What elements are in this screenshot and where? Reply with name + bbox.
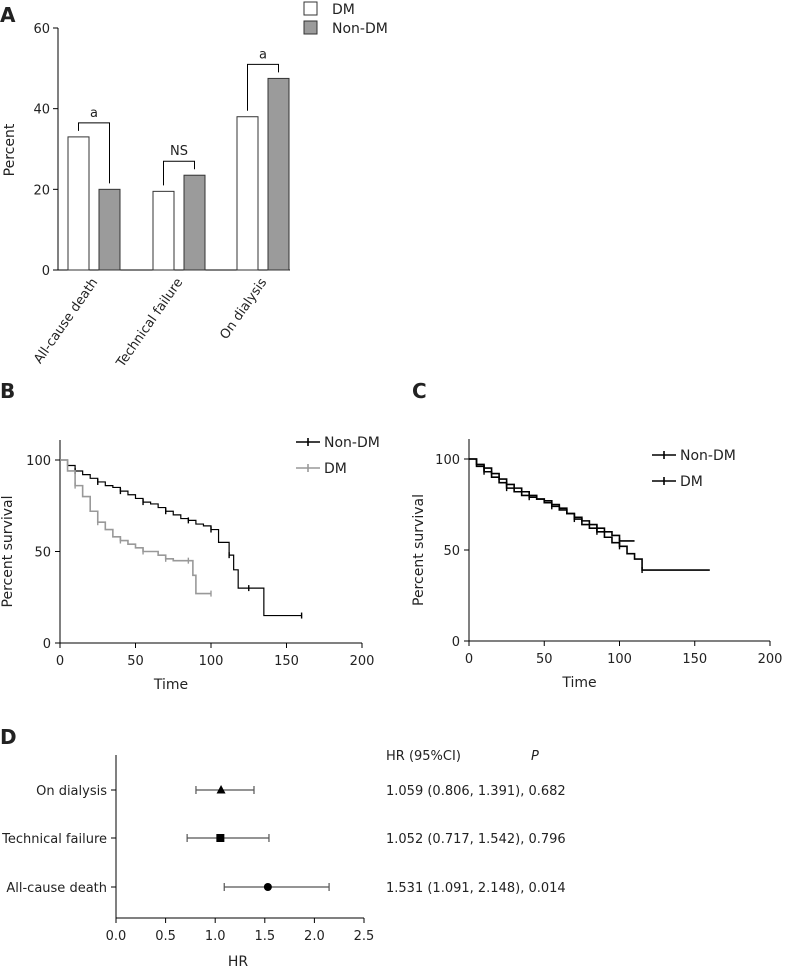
x-tick-label: 1.5 [254, 929, 275, 944]
legend-label-dm: DM [324, 461, 347, 477]
x-tick-label: 0 [465, 652, 473, 667]
significance-label: a [90, 106, 98, 121]
x-tick-label: 0.0 [106, 929, 127, 944]
p-column-header: P [531, 749, 539, 764]
survival-curve-non-dm [469, 458, 635, 542]
x-tick-label: 150 [274, 654, 299, 669]
bar-non-dm [267, 77, 290, 271]
y-tick-label: 0 [43, 637, 51, 652]
y-tick-label: 40 [33, 103, 50, 118]
panel-letter-b: B [0, 379, 15, 403]
panel-letter-c: C [412, 379, 427, 403]
legend-label-non-dm: Non-DM [332, 21, 388, 37]
x-tick-label: 100 [199, 654, 224, 669]
x-tick-label: 1.0 [205, 929, 226, 944]
y-axis-label: Percent survival [0, 496, 16, 608]
significance-label: a [259, 47, 267, 62]
significance-bracket [163, 160, 195, 186]
significance-bracket [247, 63, 279, 111]
category-label: All-cause death [31, 276, 101, 367]
x-tick-label: 0.5 [155, 929, 176, 944]
x-tick-label: 2.5 [354, 929, 375, 944]
row-label: Technical failure [1, 832, 107, 847]
hr-value-text: 1.531 (1.091, 2.148), 0.014 [386, 881, 566, 896]
survival-chart-panel-b: 0 50 100 150 200 0 50 100 Time Percent survival No… [0, 435, 380, 693]
hr-column-header: HR (95%CI) [386, 749, 461, 764]
x-tick-label: 50 [536, 652, 553, 667]
y-axis-label: Percent survival [411, 494, 427, 606]
legend-swatch-non-dm [303, 20, 318, 35]
legend-label-dm: DM [680, 474, 703, 490]
category-label: Technical failure [113, 276, 186, 371]
x-axis-label: Time [561, 675, 596, 691]
legend-label-dm: DM [332, 2, 355, 18]
row-label: All-cause death [6, 881, 107, 896]
bar-chart-panel-a: 0 20 40 60 Percent a All-cause death NS Technica… [2, 1, 388, 371]
bar-non-dm [98, 188, 121, 271]
bar-dm [236, 116, 259, 271]
x-tick-label: 200 [350, 654, 375, 669]
survival-curve-non-dm [60, 459, 302, 617]
y-tick-label: 0 [42, 264, 50, 279]
y-tick-label: 20 [33, 183, 50, 198]
hr-value-text: 1.052 (0.717, 1.542), 0.796 [386, 832, 566, 847]
significance-label: NS [170, 144, 188, 159]
survival-curve-dm [469, 458, 710, 571]
panel-letter-a: A [0, 3, 16, 27]
row-label: On dialysis [36, 784, 107, 799]
y-tick-label: 60 [33, 22, 50, 37]
hr-marker-square [216, 834, 225, 842]
legend-label-non-dm: Non-DM [324, 435, 380, 451]
x-tick-label: 150 [682, 652, 707, 667]
x-axis-label: HR [228, 954, 249, 970]
y-tick-label: 50 [34, 546, 51, 561]
y-tick-label: 100 [26, 454, 51, 469]
y-tick-label: 50 [443, 544, 460, 559]
x-tick-label: 100 [607, 652, 632, 667]
legend-swatch-dm [303, 1, 318, 16]
y-axis-label: Percent [2, 123, 18, 176]
y-tick-label: 0 [452, 635, 460, 650]
survival-curve-dm [60, 459, 211, 595]
y-tick-label: 100 [435, 453, 460, 468]
hr-value-text: 1.059 (0.806, 1.391), 0.682 [386, 784, 566, 799]
hr-marker-triangle [216, 785, 226, 794]
panel-letter-d: D [0, 725, 17, 749]
x-axis-label: Time [153, 677, 188, 693]
x-tick-label: 0 [56, 654, 64, 669]
survival-chart-panel-c: 0 50 100 150 200 0 50 100 Time Percent survival No… [411, 439, 782, 691]
bar-dm [67, 136, 90, 271]
x-tick-label: 50 [127, 654, 144, 669]
x-tick-label: 2.0 [304, 929, 325, 944]
bar-non-dm [183, 174, 206, 271]
bar-dm [152, 190, 175, 271]
hr-marker-circle [263, 883, 272, 891]
x-tick-label: 200 [758, 652, 783, 667]
category-label: On dialysis [217, 276, 270, 343]
significance-bracket [78, 122, 110, 184]
legend-label-non-dm: Non-DM [680, 448, 736, 464]
forest-plot-panel-d: 0.0 0.5 1.0 1.5 2.0 2.5 HR HR (95%CI) P On dialys… [1, 749, 566, 970]
